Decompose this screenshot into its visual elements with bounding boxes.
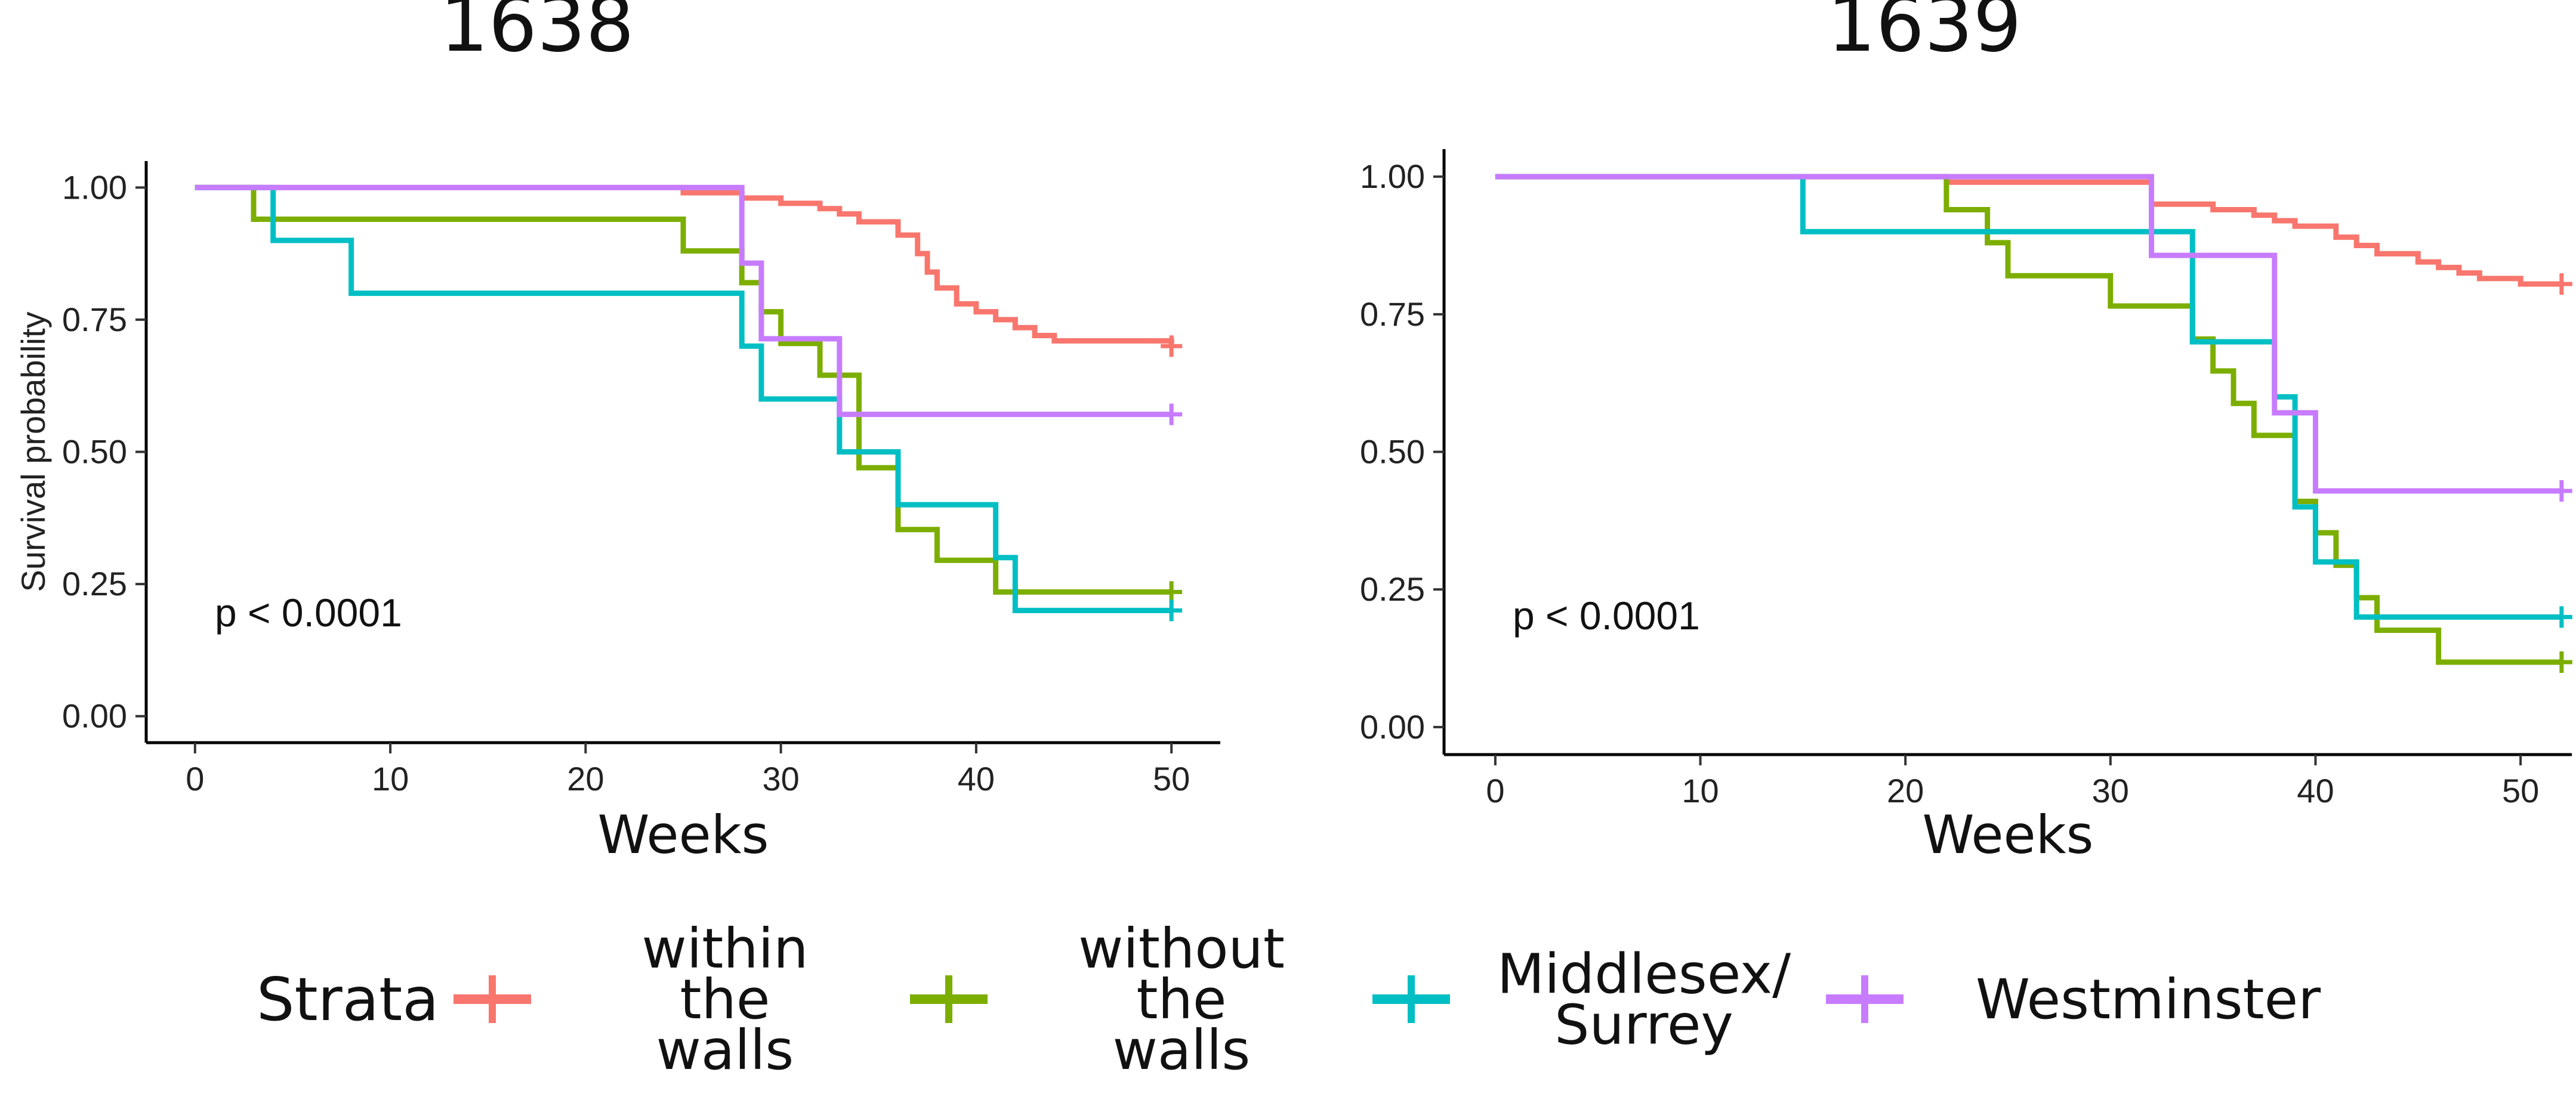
x-tick-label: 50 — [1153, 760, 1190, 798]
y-tick-label: 0.50 — [62, 433, 127, 471]
legend-label: without — [1078, 917, 1285, 981]
legend-label: Middlesex/ — [1497, 943, 1791, 1006]
y-tick-label: 0.00 — [62, 697, 127, 735]
x-tick-label: 40 — [2297, 772, 2334, 809]
series-line-westminster — [195, 184, 1172, 418]
y-tick-label: 0.75 — [1360, 295, 1425, 333]
legend-label: the — [680, 968, 770, 1031]
legend-label: walls — [1113, 1018, 1251, 1082]
x-tick-label: 20 — [567, 760, 604, 798]
x-axis-title: Weeks — [598, 804, 769, 866]
legend-label: Surrey — [1554, 993, 1733, 1057]
x-tick-label: 20 — [1887, 772, 1924, 809]
x-tick-label: 0 — [186, 760, 204, 798]
series-line-middlesex-surrey — [1495, 174, 2562, 620]
x-tick-label: 50 — [2502, 772, 2539, 809]
p-value-annotation: p < 0.0001 — [1513, 594, 1700, 638]
y-tick-label: 1.00 — [1360, 157, 1425, 195]
y-axis-title: Survival probability — [14, 312, 52, 592]
series-line-westminster — [1495, 174, 2562, 494]
y-tick-label: 1.00 — [62, 168, 127, 206]
y-tick-label: 0.50 — [1360, 433, 1425, 471]
x-tick-label: 0 — [1486, 772, 1504, 809]
x-axis-title: Weeks — [1923, 804, 2094, 866]
legend: StratawithinthewallswithoutthewallsMiddl… — [257, 917, 2321, 1082]
y-tick-label: 0.00 — [1360, 708, 1425, 746]
x-tick-label: 10 — [1682, 772, 1719, 809]
x-tick-label: 40 — [958, 760, 995, 798]
y-tick-label: 0.25 — [62, 565, 127, 602]
legend-title: Strata — [257, 965, 439, 1034]
panel-title: 1639 — [1827, 0, 2022, 69]
series-line-middlesex-surrey — [195, 184, 1172, 613]
panel-1639: 1639 0.00 0.25 0.50 0.75 1.00 0 10 20 30 40 50 Weeks… — [1360, 0, 2572, 866]
panel-1638: 1638 0.00 0.25 0.50 0.75 1.00 0 10 20 30 40 50 Weeks… — [14, 0, 1220, 866]
legend-label: the — [1137, 968, 1227, 1031]
y-tick-label: 0.75 — [62, 301, 127, 338]
panel-title: 1638 — [440, 0, 634, 69]
series-line-without-the-walls — [1495, 174, 2562, 665]
y-tick-label: 0.25 — [1360, 570, 1425, 608]
series-line-within-the-walls — [1495, 174, 2562, 287]
legend-label: within — [641, 917, 808, 981]
x-tick-label: 30 — [2092, 772, 2129, 809]
series-line-within-the-walls — [195, 184, 1174, 347]
x-tick-label: 30 — [762, 760, 799, 798]
legend-label: walls — [656, 1018, 794, 1082]
series-line-without-the-walls — [195, 184, 1172, 595]
x-tick-label: 10 — [372, 760, 409, 798]
legend-label: Westminster — [1976, 968, 2321, 1031]
p-value-annotation: p < 0.0001 — [215, 591, 402, 635]
